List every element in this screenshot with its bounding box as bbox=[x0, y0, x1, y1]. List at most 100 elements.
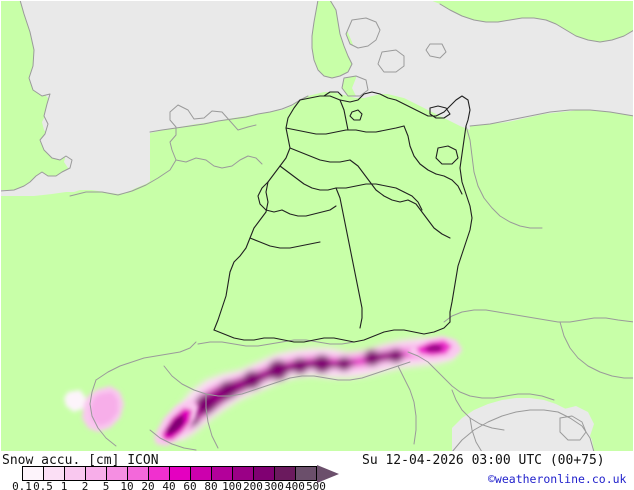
border-italy-east bbox=[397, 365, 417, 445]
sea-adriatic-inlet bbox=[558, 406, 594, 440]
snow-east-peak bbox=[424, 344, 444, 352]
scale-tick-10: 10 bbox=[120, 480, 134, 490]
border-denmark bbox=[311, 0, 353, 79]
border-state-bw-south bbox=[249, 237, 321, 249]
border-swiss-italy bbox=[163, 361, 411, 397]
land-great-britain bbox=[0, 0, 72, 190]
scale-tick-200: 200 bbox=[243, 480, 263, 490]
border-switzerland-north bbox=[197, 339, 355, 347]
scale-tick-0.5: 0.5 bbox=[33, 480, 53, 490]
map-canvas[interactable] bbox=[0, 0, 634, 452]
scale-tick-1: 1 bbox=[60, 480, 68, 490]
color-swatch-6 bbox=[149, 467, 170, 480]
sea-baltic bbox=[340, 0, 634, 126]
color-scale-bar[interactable] bbox=[22, 465, 339, 483]
land-denmark-jutland bbox=[312, 0, 352, 78]
border-poland-coast bbox=[469, 109, 634, 127]
border-france-belgium bbox=[69, 104, 257, 197]
color-swatch-11 bbox=[254, 467, 275, 480]
sea-adriatic bbox=[452, 398, 594, 452]
color-swatch-1 bbox=[44, 467, 65, 480]
border-bornholm bbox=[425, 43, 447, 59]
scale-tick-20: 20 bbox=[141, 480, 155, 490]
border-sweden-coast bbox=[439, 3, 634, 43]
border-danish-islands-3 bbox=[377, 49, 405, 73]
scale-tick-40: 40 bbox=[162, 480, 176, 490]
border-state-hessen-thuringia bbox=[349, 159, 409, 203]
border-state-nrw-ns bbox=[285, 125, 405, 135]
sea-patch-layer bbox=[28, 0, 634, 452]
border-hamburg bbox=[349, 109, 363, 121]
country-border-layer bbox=[0, 0, 634, 452]
border-belgium-netherlands bbox=[175, 155, 263, 169]
color-swatch-13 bbox=[296, 467, 317, 480]
scale-tick-100: 100 bbox=[222, 480, 242, 490]
sea-north-sea bbox=[28, 0, 318, 168]
border-germany-west bbox=[213, 99, 301, 331]
border-italy-west bbox=[149, 429, 197, 451]
border-germany-south bbox=[213, 321, 451, 343]
color-swatch-12 bbox=[275, 467, 296, 480]
germany-border-layer bbox=[213, 91, 473, 343]
snow-accumulation-layer bbox=[168, 338, 460, 440]
color-swatch-0 bbox=[23, 467, 44, 480]
land-scandinavia bbox=[430, 0, 634, 42]
scale-tick-80: 80 bbox=[204, 480, 218, 490]
color-swatch-8 bbox=[191, 467, 212, 480]
footer-bar: Snow accu. [cm] ICON Su 12-04-2026 03:00… bbox=[0, 452, 634, 490]
color-swatch-4 bbox=[107, 467, 128, 480]
border-netherlands-coast bbox=[149, 95, 309, 133]
scale-tick-60: 60 bbox=[183, 480, 197, 490]
border-state-rlp-saarland bbox=[257, 181, 283, 213]
snow-patch-small-nw bbox=[64, 390, 86, 412]
border-danish-islands-2 bbox=[341, 75, 369, 97]
color-swatch-10 bbox=[233, 467, 254, 480]
land-poland-baltic-coast bbox=[470, 110, 634, 206]
legend-title: Snow accu. [cm] ICON bbox=[2, 453, 159, 468]
color-swatch-3 bbox=[86, 467, 107, 480]
border-france-alps bbox=[89, 379, 117, 447]
border-germany-poland bbox=[465, 125, 543, 229]
scale-tick-2: 2 bbox=[81, 480, 89, 490]
valid-time-label: Su 12-04-2026 03:00 UTC (00+75) bbox=[362, 453, 605, 468]
color-swatch-2 bbox=[65, 467, 86, 480]
border-czech-austria bbox=[443, 309, 634, 323]
border-north-frisian-islands bbox=[323, 91, 343, 97]
border-state-brandenburg bbox=[435, 173, 463, 195]
snow-west-peak bbox=[166, 414, 184, 436]
color-swatch-7 bbox=[170, 467, 191, 480]
color-swatch-5 bbox=[128, 467, 149, 480]
border-state-nrw-hessen bbox=[289, 147, 351, 163]
border-germany-east bbox=[449, 125, 473, 323]
snow-band-light bbox=[176, 342, 446, 436]
scale-tick-400: 400 bbox=[285, 480, 305, 490]
border-austria-south bbox=[407, 351, 555, 401]
map-svg bbox=[0, 0, 634, 452]
snow-eastern-alps bbox=[410, 336, 462, 360]
border-state-bw-rlp bbox=[281, 205, 337, 217]
border-state-rlp-hessen bbox=[279, 165, 337, 191]
border-adriatic-islands bbox=[559, 415, 587, 441]
scale-tick-500: 500 bbox=[306, 480, 326, 490]
border-adriatic-coast bbox=[451, 409, 595, 452]
border-ruegen bbox=[429, 105, 451, 119]
color-swatch-9 bbox=[212, 467, 233, 480]
border-state-bw-bayern bbox=[335, 187, 363, 329]
border-danish-islands-1 bbox=[345, 17, 381, 49]
border-slovenia-croatia bbox=[469, 417, 483, 452]
border-gb-coast bbox=[0, 0, 73, 192]
scale-tick-300: 300 bbox=[264, 480, 284, 490]
border-italy-po bbox=[205, 393, 219, 449]
snow-patch-main-core bbox=[90, 392, 118, 426]
border-hungary bbox=[559, 321, 634, 379]
border-state-ns-st bbox=[403, 125, 437, 175]
border-state-bayern-thueringen bbox=[403, 191, 423, 211]
color-scale[interactable]: 0.1 0.5 1 2 5 10 20 40 60 80 100 200 300 400 500 bbox=[12, 465, 339, 490]
snow-western-alps bbox=[154, 400, 198, 446]
border-state-thuringia-saxony bbox=[407, 199, 451, 239]
border-state-ns-sh bbox=[339, 99, 349, 131]
copyright-label: ©weatheronline.co.uk bbox=[488, 472, 627, 486]
color-scale-overflow-arrow bbox=[317, 465, 339, 483]
border-berlin-enclave bbox=[435, 145, 459, 165]
